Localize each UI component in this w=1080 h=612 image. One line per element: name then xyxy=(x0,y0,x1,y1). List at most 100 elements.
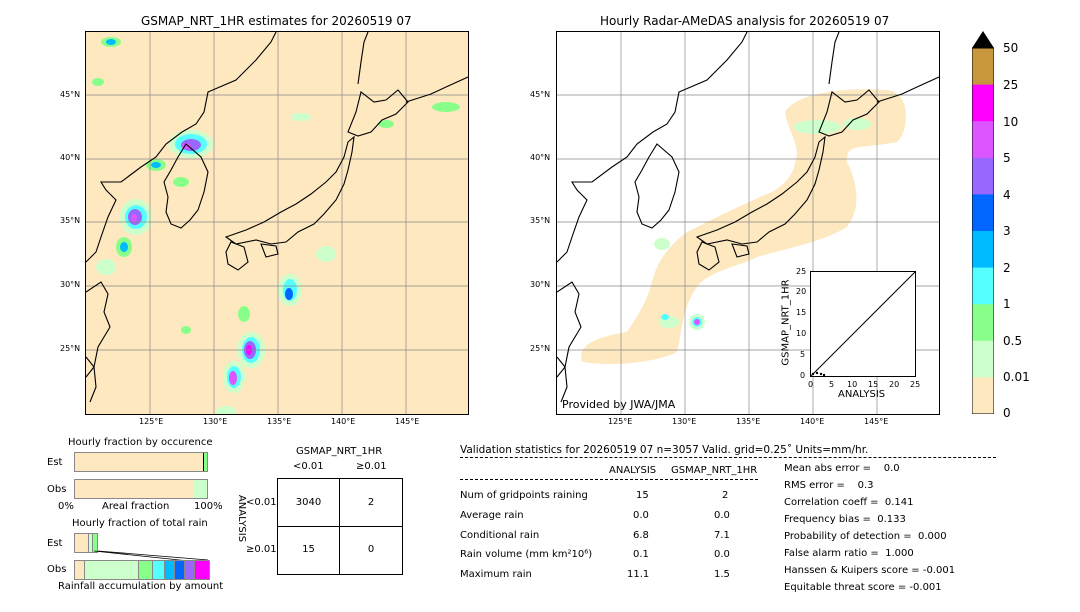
validation-row-gsmap: 7.1 xyxy=(714,530,730,541)
total-rain-est-bar xyxy=(74,533,98,553)
occurrence-obs-bar xyxy=(74,479,208,499)
colorbar-segments xyxy=(972,48,994,415)
validation-row-analysis: 15 xyxy=(636,490,649,501)
right-lon-label: 135°E xyxy=(736,417,761,426)
right-lon-label: 145°E xyxy=(864,417,889,426)
contingency-row2: ≥0.01 xyxy=(246,544,277,555)
inset-point xyxy=(811,372,815,376)
right-lon-label: 125°E xyxy=(608,417,633,426)
right-lat-label: 30°N xyxy=(530,280,551,289)
left-lon-label: 130°E xyxy=(203,417,228,426)
inset-xtick: 0 xyxy=(808,380,814,389)
left-coastlines xyxy=(86,32,468,403)
left-lon-label: 125°E xyxy=(139,417,164,426)
inset-xtick: 5 xyxy=(829,380,835,389)
colorbar-segment xyxy=(972,84,994,122)
right-coverage xyxy=(581,89,907,364)
inset-scatter-canvas xyxy=(810,271,916,377)
validation-row-label: Num of gridpoints raining xyxy=(460,490,588,501)
inset-scatter xyxy=(810,271,916,377)
credit-text: Provided by JWA/JMA xyxy=(562,398,676,411)
occurrence-est-label: Est xyxy=(47,457,63,468)
occurrence-est-bar xyxy=(74,452,208,472)
colorbar-label: 0.5 xyxy=(1003,334,1023,348)
contingency-title: GSMAP_NRT_1HR xyxy=(296,446,383,457)
inset-xtick: 20 xyxy=(889,380,900,389)
left-lat-label: 45°N xyxy=(60,90,81,99)
colorbar-segment xyxy=(972,194,994,232)
validation-header-rule xyxy=(460,457,996,458)
validation-row-gsmap: 2 xyxy=(722,490,729,501)
colorbar-canvas xyxy=(971,31,995,415)
contingency-row1: <0.01 xyxy=(246,497,277,508)
validation-col-gsmap: GSMAP_NRT_1HR xyxy=(671,465,758,476)
contingency-cell: 0 xyxy=(367,544,375,555)
colorbar-segment xyxy=(972,48,994,86)
left-lat-label: 40°N xyxy=(60,153,81,162)
left-precip xyxy=(92,37,460,414)
validation-row-analysis: 6.8 xyxy=(633,530,649,541)
validation-score: RMS error = 0.3 xyxy=(784,480,874,491)
inset-point xyxy=(815,371,819,375)
validation-row-label: Conditional rain xyxy=(460,530,540,541)
inset-ytick: 10 xyxy=(796,329,807,338)
validation-score: Probability of detection = 0.000 xyxy=(784,531,947,542)
colorbar-segment xyxy=(972,231,994,269)
left-lat-label: 35°N xyxy=(60,216,81,225)
occurrence-axis-left: 0% xyxy=(58,501,74,512)
inset-xtick: 25 xyxy=(910,380,921,389)
validation-row-analysis: 0.1 xyxy=(633,549,649,560)
validation-col-analysis: ANALYSIS xyxy=(609,465,657,476)
validation-row-analysis: 11.1 xyxy=(627,569,650,580)
contingency-cell: 3040 xyxy=(295,497,322,508)
colorbar-segment xyxy=(972,377,994,415)
validation-row-gsmap: 1.5 xyxy=(714,569,730,580)
inset-diagonal xyxy=(810,271,916,377)
right-precip xyxy=(654,118,871,330)
validation-score: Hanssen & Kuipers score = -0.001 xyxy=(784,565,956,576)
left-map xyxy=(85,31,469,415)
right-lat-label: 25°N xyxy=(530,344,551,353)
occurrence-obs-wet xyxy=(193,480,207,498)
contingency-cell: 2 xyxy=(367,497,375,508)
contingency-cell: 15 xyxy=(302,544,315,555)
validation-row-label: Maximum rain xyxy=(460,569,532,580)
validation-row-label: Rain volume (mm km²10⁶) xyxy=(460,549,593,560)
colorbar-label: 4 xyxy=(1003,188,1011,202)
validation-row-label: Average rain xyxy=(460,510,524,521)
contingency-side-label: ANALYSIS xyxy=(236,494,248,543)
colorbar xyxy=(971,31,995,415)
total-rain-title: Hourly fraction of total rain xyxy=(72,518,208,529)
colorbar-segment xyxy=(972,157,994,195)
validation-score: Mean abs error = 0.0 xyxy=(784,463,900,474)
colorbar-label: 50 xyxy=(1003,41,1019,55)
colorbar-extend-arrow xyxy=(972,31,994,48)
left-lon-label: 140°E xyxy=(331,417,356,426)
left-lon-label: 145°E xyxy=(395,417,420,426)
inset-xlabel: ANALYSIS xyxy=(838,389,886,400)
contingency-col2: ≥0.01 xyxy=(356,461,387,472)
right-lat-label: 35°N xyxy=(530,216,551,225)
validation-header: Validation statistics for 20260519 07 n=… xyxy=(460,444,869,456)
inset-ytick: 0 xyxy=(800,371,806,380)
inset-point xyxy=(819,372,823,376)
validation-row-gsmap: 0.0 xyxy=(714,510,730,521)
left-lat-label: 30°N xyxy=(60,280,81,289)
colorbar-label: 2 xyxy=(1003,261,1011,275)
validation-score: Equitable threat score = -0.001 xyxy=(784,582,942,593)
validation-score: Frequency bias = 0.133 xyxy=(784,514,906,525)
occurrence-est-wet xyxy=(204,453,207,471)
colorbar-label: 10 xyxy=(1003,115,1019,129)
colorbar-label: 5 xyxy=(1003,151,1011,165)
validation-score: Correlation coeff = 0.141 xyxy=(784,497,914,508)
total-rain-obs-bar xyxy=(74,560,210,580)
total-rain-est-label: Est xyxy=(47,538,63,549)
contingency-table: 3040 2 15 0 xyxy=(277,478,403,575)
inset-ytick: 25 xyxy=(796,267,807,276)
colorbar-label: 0.01 xyxy=(1003,370,1030,384)
validation-score: False alarm ratio = 1.000 xyxy=(784,548,914,559)
inset-ytick: 15 xyxy=(796,308,807,317)
left-map-canvas xyxy=(86,32,468,414)
colorbar-segment xyxy=(972,340,994,378)
occurrence-title: Hourly fraction by occurence xyxy=(68,437,213,448)
